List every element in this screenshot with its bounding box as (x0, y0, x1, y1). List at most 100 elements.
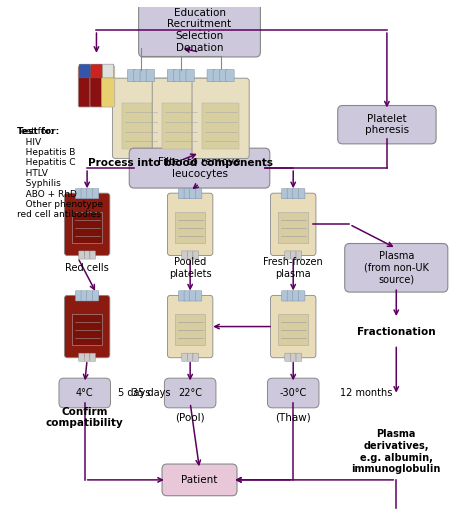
FancyBboxPatch shape (81, 189, 88, 199)
FancyBboxPatch shape (271, 295, 316, 358)
FancyBboxPatch shape (90, 251, 96, 259)
FancyBboxPatch shape (87, 291, 93, 301)
FancyBboxPatch shape (79, 251, 84, 259)
FancyBboxPatch shape (195, 291, 202, 301)
FancyBboxPatch shape (293, 189, 299, 199)
Text: Filter to remove
leucocytes: Filter to remove leucocytes (158, 157, 241, 179)
FancyBboxPatch shape (187, 251, 193, 259)
FancyBboxPatch shape (180, 69, 188, 82)
FancyBboxPatch shape (81, 291, 88, 301)
FancyBboxPatch shape (84, 353, 90, 362)
FancyBboxPatch shape (184, 189, 191, 199)
Text: Confirm
compatibility: Confirm compatibility (46, 407, 124, 428)
FancyBboxPatch shape (190, 189, 196, 199)
FancyBboxPatch shape (90, 66, 103, 107)
FancyBboxPatch shape (91, 64, 102, 78)
FancyBboxPatch shape (178, 189, 185, 199)
FancyBboxPatch shape (202, 103, 239, 148)
FancyBboxPatch shape (296, 251, 301, 259)
FancyBboxPatch shape (162, 464, 237, 496)
FancyBboxPatch shape (79, 64, 91, 78)
FancyBboxPatch shape (167, 69, 176, 82)
FancyBboxPatch shape (278, 212, 309, 243)
Text: Red cells: Red cells (65, 263, 109, 273)
FancyBboxPatch shape (64, 193, 110, 255)
FancyBboxPatch shape (182, 251, 187, 259)
Text: Fractionation: Fractionation (357, 327, 436, 337)
FancyBboxPatch shape (173, 69, 182, 82)
FancyBboxPatch shape (64, 295, 110, 358)
FancyBboxPatch shape (140, 69, 148, 82)
Text: Process into blood components: Process into blood components (88, 158, 273, 168)
Text: Patient: Patient (182, 475, 218, 485)
FancyBboxPatch shape (152, 78, 210, 158)
FancyBboxPatch shape (72, 212, 102, 243)
FancyBboxPatch shape (219, 69, 228, 82)
Text: 12 months: 12 months (340, 388, 392, 398)
FancyBboxPatch shape (72, 314, 102, 345)
Text: Fresh-frozen
plasma: Fresh-frozen plasma (264, 257, 323, 279)
Text: 5 days: 5 days (118, 388, 150, 398)
FancyBboxPatch shape (59, 378, 110, 408)
Text: -30°C: -30°C (280, 388, 307, 398)
FancyBboxPatch shape (167, 193, 213, 255)
Text: Education
Recruitment
Selection
Donation: Education Recruitment Selection Donation (167, 8, 232, 53)
FancyBboxPatch shape (175, 314, 205, 345)
FancyBboxPatch shape (162, 103, 200, 148)
FancyBboxPatch shape (193, 251, 199, 259)
Text: Pooled
platelets: Pooled platelets (169, 257, 211, 279)
FancyBboxPatch shape (291, 251, 296, 259)
FancyBboxPatch shape (345, 243, 448, 292)
FancyBboxPatch shape (92, 291, 99, 301)
FancyBboxPatch shape (134, 69, 142, 82)
Text: 22°C: 22°C (178, 388, 202, 398)
Text: Plasma
derivatives,
e.g. albumin,
immunoglobulin: Plasma derivatives, e.g. albumin, immuno… (352, 429, 441, 474)
FancyBboxPatch shape (128, 69, 136, 82)
FancyBboxPatch shape (207, 69, 216, 82)
FancyBboxPatch shape (278, 314, 309, 345)
FancyBboxPatch shape (87, 189, 93, 199)
FancyBboxPatch shape (271, 193, 316, 255)
FancyBboxPatch shape (187, 353, 193, 362)
FancyBboxPatch shape (164, 378, 216, 408)
FancyBboxPatch shape (282, 291, 288, 301)
FancyBboxPatch shape (146, 69, 155, 82)
FancyBboxPatch shape (186, 69, 194, 82)
FancyBboxPatch shape (190, 291, 196, 301)
FancyBboxPatch shape (90, 353, 96, 362)
FancyBboxPatch shape (102, 64, 114, 78)
FancyBboxPatch shape (291, 353, 296, 362)
FancyBboxPatch shape (267, 378, 319, 408)
FancyBboxPatch shape (84, 251, 90, 259)
FancyBboxPatch shape (287, 291, 294, 301)
FancyBboxPatch shape (282, 189, 288, 199)
FancyBboxPatch shape (287, 189, 294, 199)
Text: (Pool): (Pool) (175, 413, 205, 423)
Text: 4°C: 4°C (76, 388, 93, 398)
FancyBboxPatch shape (122, 103, 160, 148)
FancyBboxPatch shape (184, 291, 191, 301)
FancyBboxPatch shape (75, 291, 82, 301)
FancyBboxPatch shape (78, 66, 91, 107)
FancyBboxPatch shape (298, 189, 305, 199)
FancyBboxPatch shape (167, 295, 213, 358)
Text: Platelet
pheresis: Platelet pheresis (365, 114, 409, 135)
FancyBboxPatch shape (296, 353, 301, 362)
FancyBboxPatch shape (337, 106, 436, 144)
FancyBboxPatch shape (226, 69, 234, 82)
FancyBboxPatch shape (293, 291, 299, 301)
FancyBboxPatch shape (178, 291, 185, 301)
FancyBboxPatch shape (213, 69, 221, 82)
FancyBboxPatch shape (182, 353, 187, 362)
FancyBboxPatch shape (75, 189, 82, 199)
FancyBboxPatch shape (79, 353, 84, 362)
Text: Test for:: Test for: (17, 127, 59, 136)
FancyBboxPatch shape (193, 353, 199, 362)
Text: Test for:
   HIV
   Hepatitis B
   Hepatitis C
   HTLV
   Syphilis
   ABO + RhD
: Test for: HIV Hepatitis B Hepatitis C HT… (17, 127, 103, 219)
FancyBboxPatch shape (298, 291, 305, 301)
FancyBboxPatch shape (138, 3, 260, 57)
FancyBboxPatch shape (92, 189, 99, 199)
FancyBboxPatch shape (195, 189, 202, 199)
Text: 35 days: 35 days (132, 388, 170, 398)
FancyBboxPatch shape (129, 148, 270, 188)
